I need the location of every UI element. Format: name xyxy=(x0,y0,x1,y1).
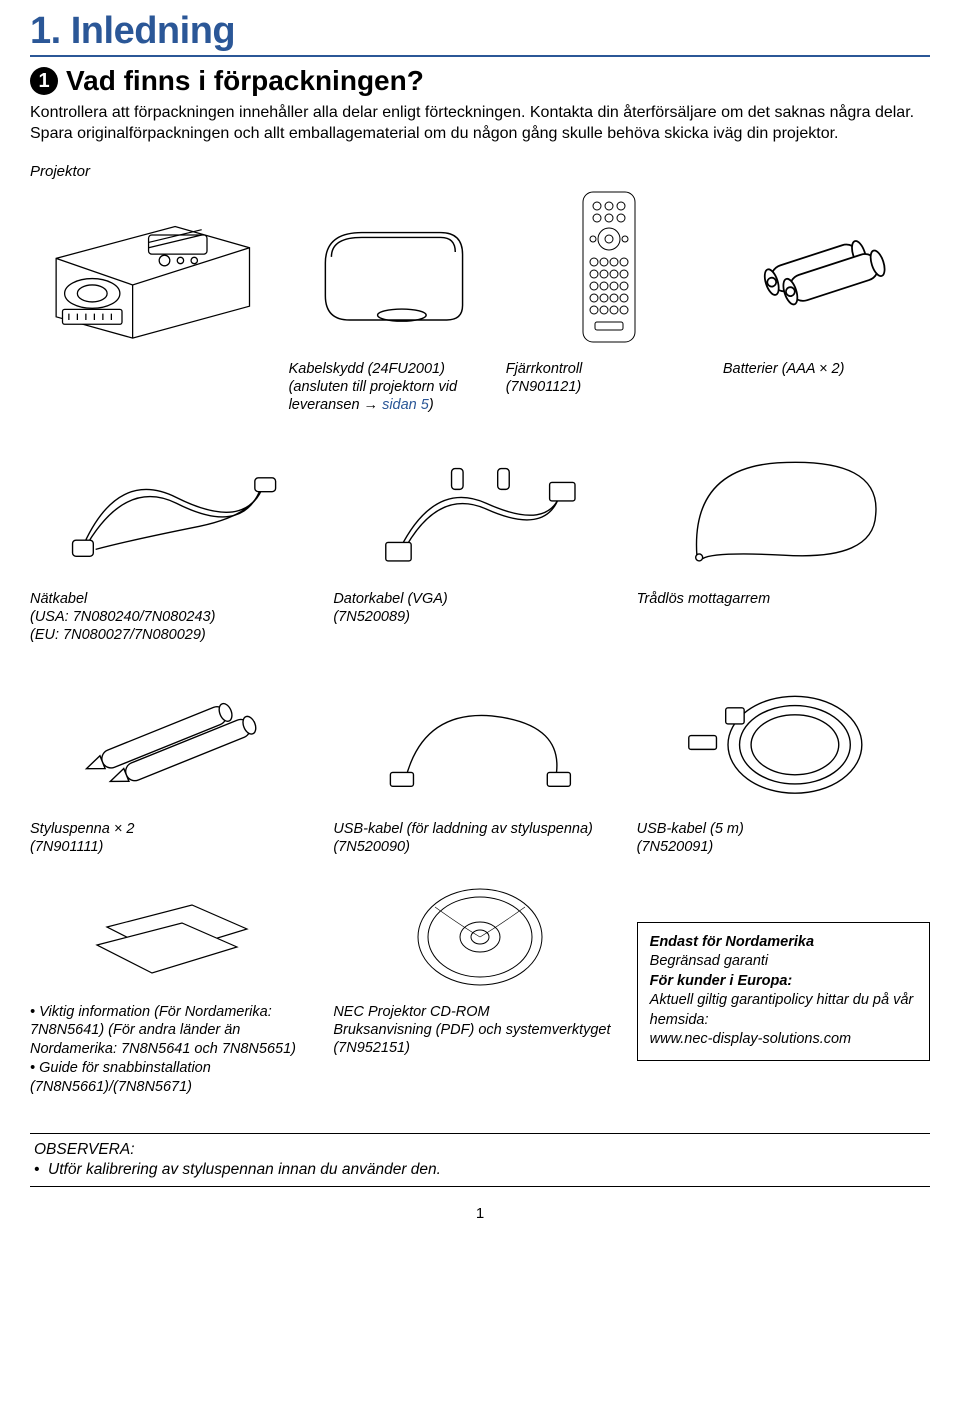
cdrom-illustration xyxy=(333,877,626,997)
intro-paragraph-1: Kontrollera att förpackningen innehåller… xyxy=(30,103,930,124)
batteries-caption: Batterier (AAA × 2) xyxy=(723,360,930,378)
item-strap: Trådlös mottagarrem xyxy=(637,434,930,644)
subsection-heading: 1 Vad finns i förpackningen? xyxy=(30,65,930,97)
item-cable-cover: Kabelskydd (24FU2001) (ansluten till pro… xyxy=(289,184,496,414)
stylus-caption: Styluspenna × 2(7N901111) xyxy=(30,820,323,856)
power-cable-illustration xyxy=(30,434,323,584)
item-usb-charge: USB-kabel (för laddning av styluspenna)(… xyxy=(333,664,626,856)
item-documents: Viktig information (För Nordamerika: 7N8… xyxy=(30,877,323,1097)
strap-illustration xyxy=(637,434,930,584)
subsection-title: Vad finns i förpackningen? xyxy=(66,65,424,97)
observera-box: OBSERVERA: • Utför kalibrering av stylus… xyxy=(30,1133,930,1187)
item-vga-cable: Datorkabel (VGA)(7N520089) xyxy=(333,434,626,644)
usb-charge-illustration xyxy=(333,664,626,814)
documents-caption: Viktig information (För Nordamerika: 7N8… xyxy=(30,1003,323,1097)
usb-charge-caption: USB-kabel (för laddning av styluspenna)(… xyxy=(333,820,626,856)
item-cdrom: NEC Projektor CD-ROM Bruksanvisning (PDF… xyxy=(333,877,626,1097)
stylus-illustration xyxy=(30,664,323,814)
remote-illustration xyxy=(506,184,713,354)
items-row-1: Kabelskydd (24FU2001) (ansluten till pro… xyxy=(30,184,930,414)
intro-paragraph-2: Spara originalförpackningen och allt emb… xyxy=(30,124,930,145)
items-row-2: Nätkabel (USA: 7N080240/7N080243) (EU: 7… xyxy=(30,434,930,644)
strap-caption: Trådlös mottagarrem xyxy=(637,590,930,608)
vga-cable-caption: Datorkabel (VGA)(7N520089) xyxy=(333,590,626,626)
item-remote: Fjärrkontroll(7N901121) xyxy=(506,184,713,414)
cable-cover-illustration xyxy=(289,184,496,354)
item-warranty: Endast för Nordamerika Begränsad garanti… xyxy=(637,877,930,1097)
step-number-icon: 1 xyxy=(30,67,58,95)
items-row-4: Viktig information (För Nordamerika: 7N8… xyxy=(30,877,930,1097)
vga-cable-illustration xyxy=(333,434,626,584)
item-projector xyxy=(30,184,279,414)
item-batteries: Batterier (AAA × 2) xyxy=(723,184,930,414)
observera-bullet: • Utför kalibrering av styluspennan inna… xyxy=(34,1160,926,1180)
usb-5m-caption: USB-kabel (5 m)(7N520091) xyxy=(637,820,930,856)
warranty-box: Endast för Nordamerika Begränsad garanti… xyxy=(637,922,930,1061)
intro-text: Kontrollera att förpackningen innehåller… xyxy=(30,103,930,145)
power-cable-caption: Nätkabel (USA: 7N080240/7N080243) (EU: 7… xyxy=(30,590,323,644)
cdrom-caption: NEC Projektor CD-ROM Bruksanvisning (PDF… xyxy=(333,1003,626,1057)
usb-5m-illustration xyxy=(637,664,930,814)
section-heading: 1. Inledning xyxy=(30,10,930,57)
batteries-illustration xyxy=(723,184,930,354)
documents-illustration xyxy=(30,877,323,997)
remote-caption: Fjärrkontroll(7N901121) xyxy=(506,360,713,396)
page-number: 1 xyxy=(30,1205,930,1222)
projector-illustration xyxy=(30,184,279,354)
items-row-3: Styluspenna × 2(7N901111) USB-kabel (för… xyxy=(30,664,930,856)
observera-heading: OBSERVERA: xyxy=(34,1140,926,1160)
cable-cover-caption: Kabelskydd (24FU2001) (ansluten till pro… xyxy=(289,360,496,414)
item-usb-5m: USB-kabel (5 m)(7N520091) xyxy=(637,664,930,856)
item-power-cable: Nätkabel (USA: 7N080240/7N080243) (EU: 7… xyxy=(30,434,323,644)
item-stylus: Styluspenna × 2(7N901111) xyxy=(30,664,323,856)
projector-label: Projektor xyxy=(30,163,930,180)
